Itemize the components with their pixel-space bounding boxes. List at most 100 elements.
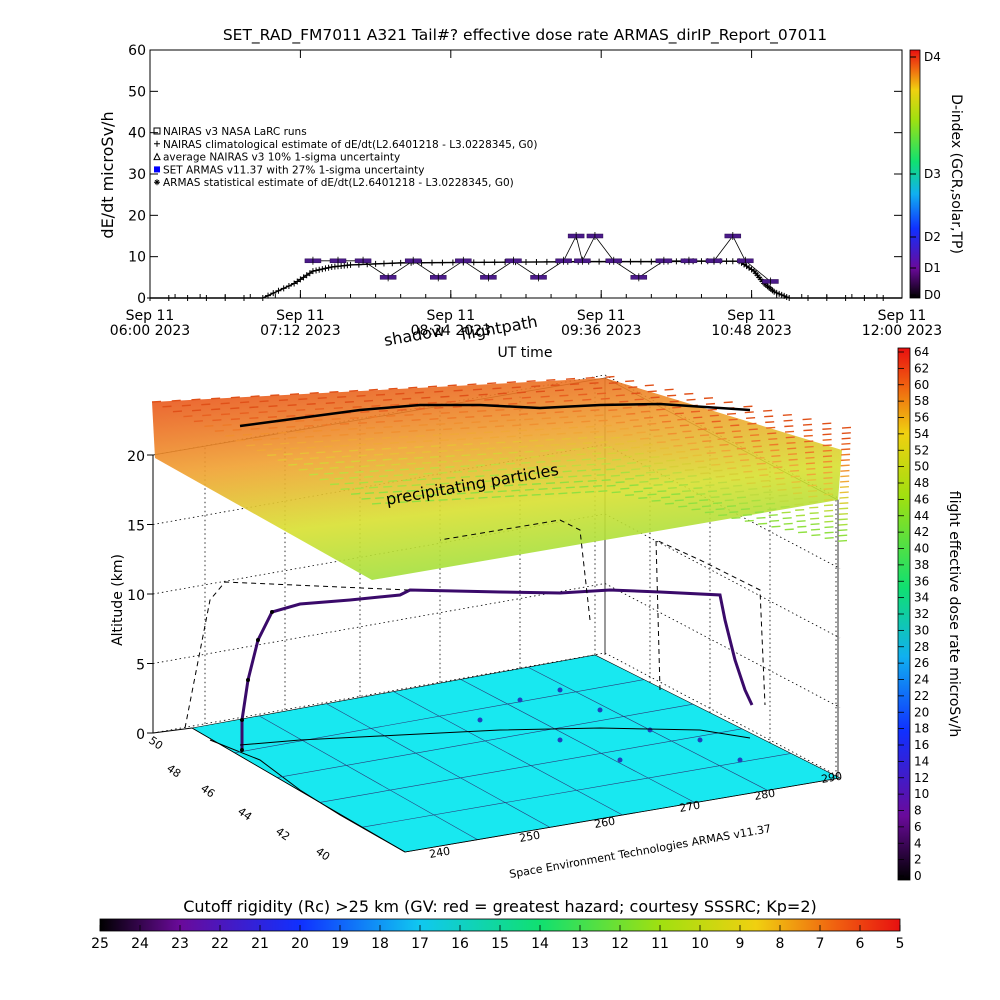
cloud-dash (406, 462, 416, 465)
cloud-dash (443, 428, 453, 431)
cloud-dash (713, 426, 723, 429)
cloud-dash (546, 379, 556, 382)
dose-tick-label: 50 (914, 460, 929, 474)
lat-tick-label: 40 (313, 845, 332, 864)
cloud-dash (756, 516, 766, 519)
cloud-dash (839, 507, 849, 510)
cloud-dash (784, 425, 794, 428)
cloud-dash (762, 485, 772, 488)
cloud-dash (682, 490, 692, 493)
cloud-dash (390, 452, 400, 455)
cloud-dash (690, 481, 700, 484)
cloud-dash (542, 466, 552, 469)
armas-line (312, 234, 771, 282)
cloud-dash (664, 426, 674, 429)
cutoff-tick-label: 8 (776, 936, 785, 952)
cloud-dash (295, 430, 305, 433)
cutoff-tick-label: 13 (571, 936, 589, 952)
cloud-dash (531, 493, 541, 496)
cloud-dash (365, 426, 376, 429)
cloud-dash (628, 386, 638, 389)
cloud-dash (492, 387, 502, 390)
cutoff-tick-label: 11 (651, 936, 669, 952)
x-tick-label-date: Sep 11 (727, 308, 776, 324)
cloud-dash (570, 383, 580, 386)
cloud-dash (669, 465, 679, 468)
nairas-point (184, 295, 191, 301)
cloud-dash (656, 441, 666, 444)
cloud-dash (784, 430, 795, 433)
cloud-dash (162, 405, 172, 408)
cloud-dash (534, 444, 544, 447)
cloud-dash (810, 528, 820, 531)
cloud-dash (746, 416, 756, 419)
cloud-dash (678, 483, 688, 486)
cloud-dash (838, 518, 848, 521)
cloud-dash (620, 471, 630, 474)
cloud-dash (324, 472, 334, 475)
cloud-dash (733, 484, 743, 487)
dindex-colorbar: D0 D1 D2 D3 D4 D-index (GCR,solar,TP) (909, 49, 964, 302)
cloud-dash (787, 453, 797, 456)
cloud-dash (365, 437, 375, 440)
cloud-dash (612, 388, 622, 391)
cloud-dash (785, 436, 795, 439)
cutoff-tick-label: 22 (211, 936, 229, 952)
nairas-point (786, 295, 793, 301)
cloud-dash (738, 453, 748, 456)
cloud-dash (810, 523, 820, 526)
cloud-dash (526, 380, 536, 383)
cloud-dash (717, 481, 728, 484)
cloud-dash (551, 460, 561, 463)
cloud-dash (411, 484, 421, 487)
cloud-dash (704, 511, 714, 514)
cloud-dash (841, 432, 851, 435)
x-tick-label-time: 06:00 2023 (110, 323, 190, 339)
cloud-dash (777, 488, 787, 491)
cloud-dash (796, 520, 806, 523)
cloud-dash (629, 484, 639, 487)
cloud-dash (383, 485, 393, 488)
cloud-dash (754, 511, 764, 514)
cloud-dash (374, 453, 384, 456)
cloud-dash (715, 508, 725, 511)
cloud-dash (837, 539, 848, 542)
cloud-dash (568, 475, 578, 478)
cloud-dash (824, 526, 834, 529)
cloud-dash (841, 448, 851, 451)
cloud-dash (512, 440, 522, 443)
cloud-dash (384, 469, 394, 472)
cloud-dash (772, 460, 782, 463)
cloud-dash (391, 463, 401, 466)
cloud-dash (596, 473, 606, 476)
cloud-dash (760, 479, 770, 482)
cloud-dash (805, 451, 815, 454)
cloud-dash (429, 494, 439, 497)
cloud-dash (783, 522, 793, 525)
cloud-dash (691, 508, 701, 511)
cloud-dash (506, 419, 516, 422)
cloud-dash (740, 459, 750, 462)
cloud-dash (443, 493, 453, 496)
cloud-dash (378, 409, 388, 412)
cloud-dash (516, 391, 526, 394)
cloud-dash (585, 376, 595, 379)
cloud-dash (436, 423, 446, 426)
cloud-dash (623, 434, 633, 437)
dose-tick-label: 32 (914, 607, 929, 621)
cloud-dash (502, 397, 513, 400)
cloud-dash (445, 465, 455, 468)
cloud-dash (329, 390, 339, 393)
dindex-tick-label: D3 (924, 167, 941, 181)
cloud-dash (465, 399, 475, 402)
cloud-dash (483, 431, 493, 434)
dose-tick-label: 4 (914, 836, 922, 850)
cloud-dash (393, 419, 403, 422)
cloud-dash (839, 491, 849, 494)
cloud-dash (295, 419, 305, 422)
cloud-dash (470, 491, 480, 494)
cloud-dash (776, 483, 786, 486)
cloud-dash (647, 493, 657, 496)
cloud-dash (344, 482, 354, 485)
cloud-dash (220, 413, 231, 416)
